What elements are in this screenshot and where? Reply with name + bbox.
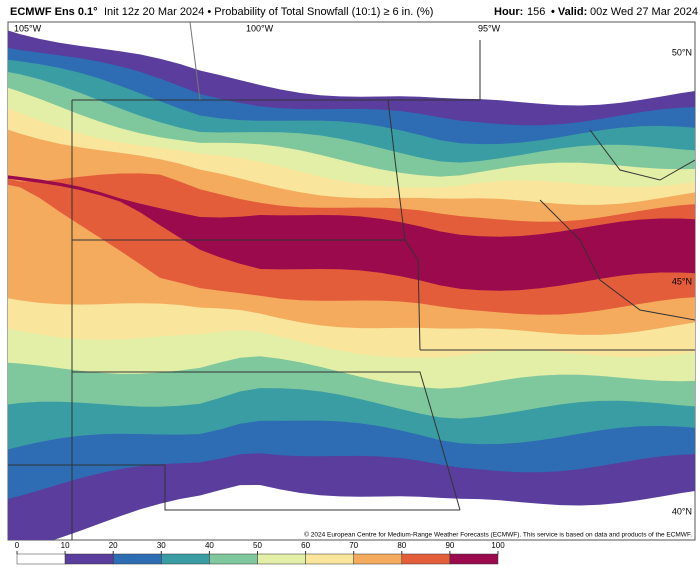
colorbar-swatch — [449, 553, 499, 565]
credit-bg — [325, 530, 694, 539]
colorbar-tick-label: 0 — [15, 541, 20, 550]
colorbar-swatch — [305, 553, 354, 565]
colorbar-tick-label: 10 — [61, 541, 70, 550]
state-line — [387, 99, 406, 241]
colorbar-tick-label: 100 — [491, 541, 505, 550]
credit: © 2024 European Centre for Medium-Range … — [304, 531, 692, 539]
boundaries — [8, 22, 695, 540]
state-line — [539, 199, 695, 321]
lon-label: 95°W — [478, 23, 501, 33]
colorbar-tick-label: 40 — [205, 541, 214, 550]
state-line — [8, 464, 460, 511]
lat-label: 50°N — [672, 47, 692, 57]
description: Init 12z 20 Mar 2024 • Probability of To… — [104, 6, 433, 18]
colorbar-swatch — [64, 553, 114, 565]
state-line — [72, 371, 461, 511]
probability-band — [8, 175, 695, 291]
colorbar-swatch — [16, 553, 66, 565]
colorbar: 0 10 20 30 40 50 60 70 80 90 100 — [15, 541, 505, 565]
colorbar-tick-label: 20 — [109, 541, 118, 550]
colorbar-tick-label: 70 — [349, 541, 358, 550]
colorbar-tick-label: 90 — [445, 541, 454, 550]
state-line — [589, 129, 695, 181]
colorbar-tick-label: 80 — [397, 541, 406, 550]
hour-label: Hour: — [494, 6, 523, 18]
colorbar-tick-label: 50 — [253, 541, 262, 550]
valid-time: 00z Wed 27 Mar 2024 — [590, 6, 698, 18]
state-line — [72, 239, 421, 351]
border — [189, 22, 201, 101]
colorbar-swatch — [257, 553, 306, 565]
probability-field — [8, 30, 695, 540]
model-name: ECMWF Ens 0.1° — [10, 6, 98, 18]
lon-label: 100°W — [246, 23, 274, 33]
valid-label: • Valid: — [551, 6, 587, 18]
colorbar-tick-label: 30 — [157, 541, 166, 550]
colorbar-swatch — [161, 553, 210, 565]
state-line — [72, 40, 481, 101]
lat-label: 40°N — [672, 506, 692, 516]
colorbar-swatch — [353, 553, 403, 565]
colorbar-swatch — [401, 553, 451, 565]
colorbar-tick-label: 60 — [301, 541, 310, 550]
colorbar-swatch — [112, 553, 162, 565]
hour: 156 — [527, 6, 545, 18]
lat-label: 45°N — [672, 276, 692, 286]
lon-label: 105°W — [14, 23, 42, 33]
colorbar-swatch — [209, 553, 258, 565]
